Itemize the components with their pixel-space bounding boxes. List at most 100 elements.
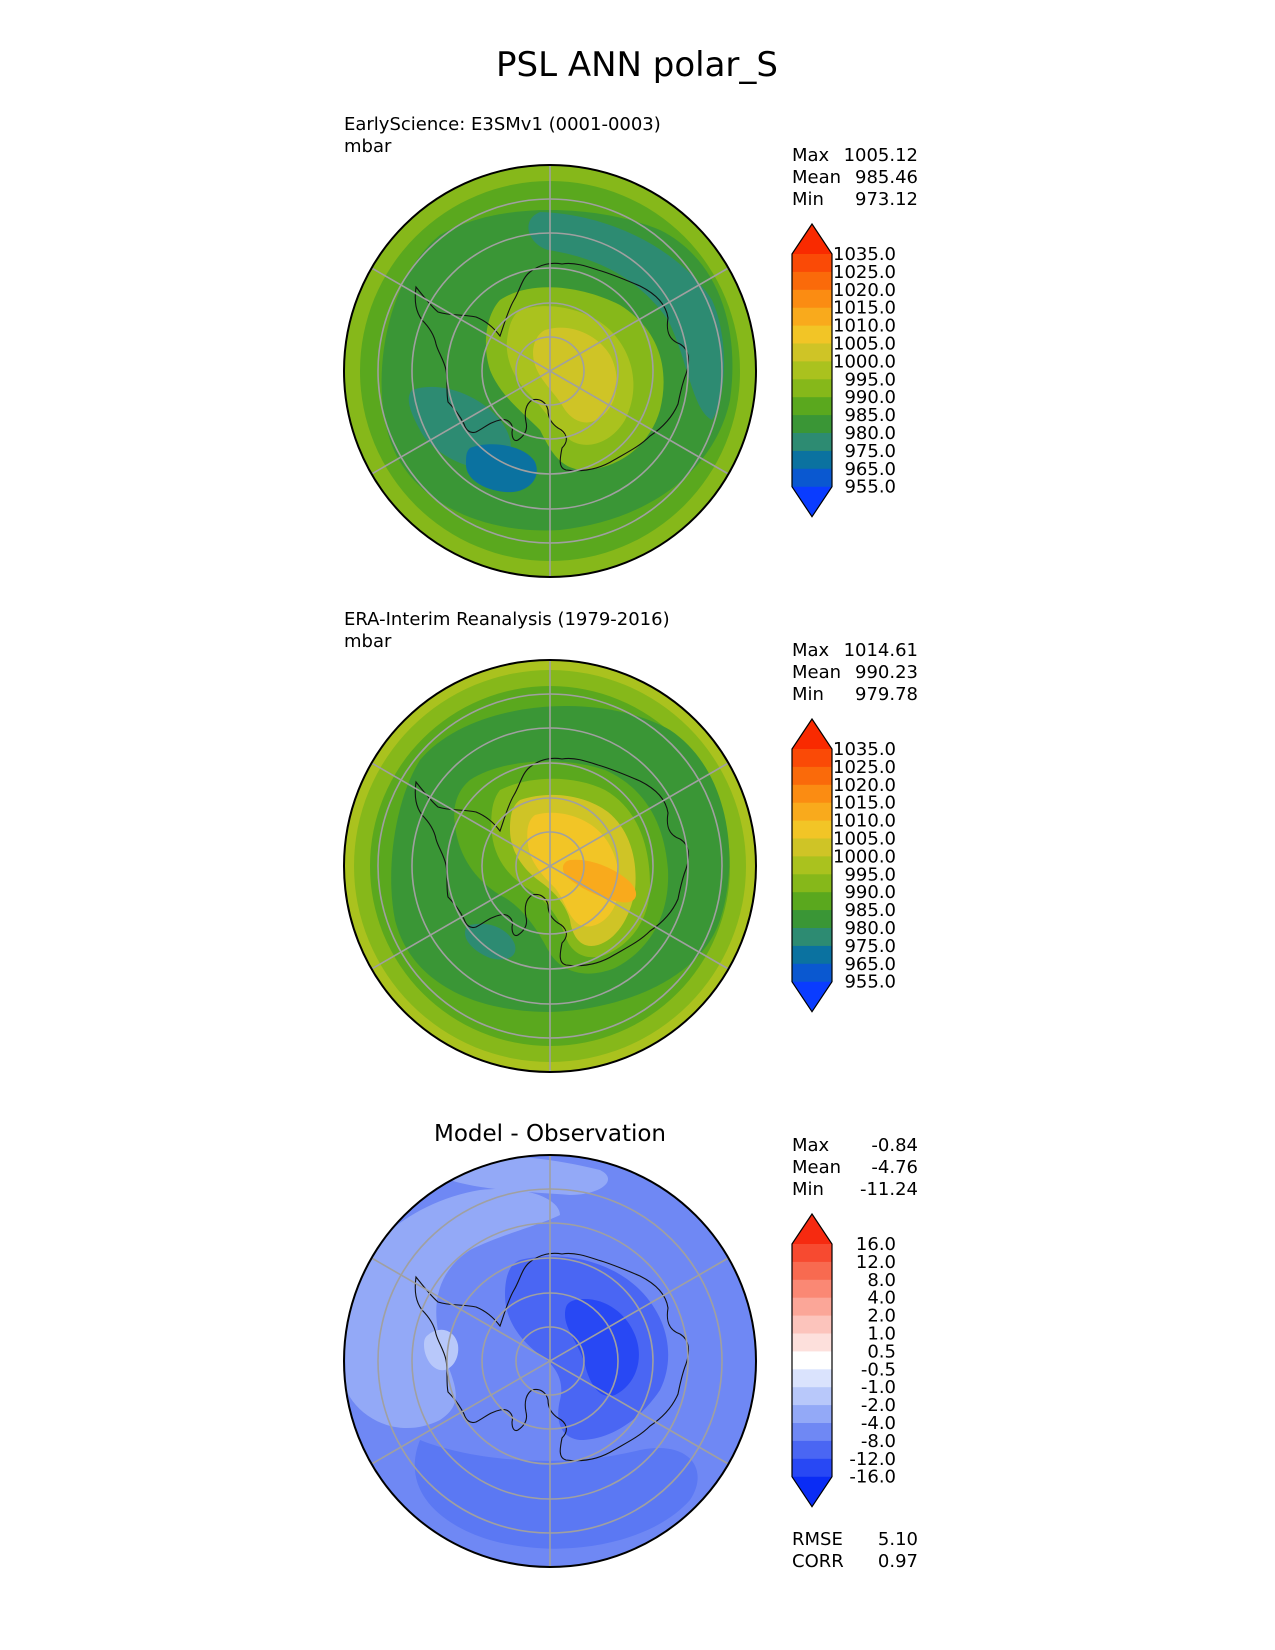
colorbar-tick-label: -4.0 [861,1413,896,1434]
stat-mean-value: 985.46 [855,167,918,188]
colorbar-tick-label: -0.5 [861,1359,896,1380]
map-observation-boundary [343,659,757,1073]
stat-mean-value: 990.23 [855,662,918,683]
colorbar-tick-label: 975.0 [844,441,896,462]
map-model [344,165,756,577]
colorbar-segment [792,1333,832,1352]
metric-corr-value: 0.97 [878,1551,918,1572]
stat-min-label: Min [792,684,824,705]
map-model-boundary [343,164,757,578]
colorbar-segment [792,749,832,768]
colorbar-segment [792,343,832,362]
stat-mean-value: -4.76 [871,1157,918,1178]
colorbar-extend-max [792,1214,832,1244]
colorbar-tick-label: 1025.0 [833,757,896,778]
stat-mean-label: Mean [792,1157,841,1178]
panel-observation: ERA-Interim Reanalysis (1979-2016) mbar … [343,609,918,1073]
colorbar-outline [791,1212,833,1508]
colorbar-tick-label: 1025.0 [833,262,896,283]
panel-observation-units: mbar [344,631,392,652]
colorbar-tick-label: 1015.0 [833,298,896,319]
stat-min-value: -11.24 [860,1179,918,1200]
map-difference-boundary [343,1154,757,1568]
colorbar-tick-label: 955.0 [844,972,896,993]
colorbar-segment [792,892,832,911]
colorbar-segment [792,361,832,380]
stat-max-value: 1014.61 [844,640,918,661]
colorbar-outline [791,222,833,518]
colorbar-extend-max [792,719,832,749]
stat-max-value: -0.84 [871,1135,918,1156]
colorbar-segment [792,271,832,291]
colorbar-segment [792,910,832,929]
colorbar-tick-label: 1005.0 [833,829,896,850]
metric-rmse-label: RMSE [792,1529,843,1550]
colorbar-segment [792,945,832,965]
colorbar-segment [792,397,832,416]
colorbar-tick-label: 1005.0 [833,334,896,355]
colorbar-tick-label: 0.5 [867,1341,896,1362]
panel-model-units: mbar [344,136,392,157]
colorbar-tick-label: 8.0 [867,1270,896,1291]
colorbar-tick-label: 975.0 [844,936,896,957]
colorbar-tick-label: 12.0 [856,1252,896,1273]
colorbar-segment [792,1351,832,1370]
colorbar-tick-label: 1035.0 [833,739,896,760]
colorbar-segment [792,415,832,434]
colorbar-tick-label: 2.0 [867,1306,896,1327]
colorbar-tick-label: -1.0 [861,1377,896,1398]
stat-max-label: Max [792,1135,830,1156]
colorbar-tick-label: 995.0 [844,864,896,885]
colorbar-tick-label: 980.0 [844,918,896,939]
colorbar-tick-label: 1020.0 [833,775,896,796]
colorbar-tick-label: 1.0 [867,1324,896,1345]
colorbar-outline [791,717,833,1013]
colorbar-segment [792,1297,832,1317]
colorbar-segment [792,1458,832,1478]
colorbar-segment [792,450,832,470]
colorbar-segment [792,254,832,273]
peak-region [562,859,637,903]
colorbar-segment [792,307,832,327]
weak-difference-region [344,1189,560,1429]
colorbar-segment [792,856,832,875]
colorbar-tick-label: 965.0 [844,459,896,480]
strongest-difference-region [565,1299,639,1396]
highest-region [533,327,617,423]
panel-difference: Model - Observation Max -0.84 Mean -4.76… [343,1121,918,1572]
colorbar-extend-max [792,224,832,254]
colorbar-tick-label: 980.0 [844,423,896,444]
colorbar-segment [792,784,832,804]
colorbar-tick-label: 1000.0 [833,351,896,372]
stat-max-value: 1005.12 [844,145,918,166]
colorbar-tick-label: 16.0 [856,1234,896,1255]
colorbar-segment [792,1440,832,1460]
stat-min-value: 979.78 [855,684,918,705]
colorbar-tick-label: 4.0 [867,1288,896,1309]
colorbar-segment [792,1369,832,1388]
colorbar-segment [792,963,832,983]
colorbar-tick-label: -2.0 [861,1395,896,1416]
colorbar-segment [792,379,832,398]
colorbar-segment [792,928,832,947]
colorbar-difference: 16.012.08.04.02.01.00.5-0.5-1.0-2.0-4.0-… [791,1212,896,1508]
colorbar-segment [792,1423,832,1442]
colorbar-segment [792,838,832,857]
colorbar-tick-label: 1010.0 [833,316,896,337]
colorbar-segment [792,1405,832,1424]
colorbar-tick-label: 985.0 [844,900,896,921]
stat-max-label: Max [792,640,830,661]
colorbar-segment [792,1261,832,1281]
colorbar-segment [792,325,832,345]
colorbar-segment [792,1315,832,1335]
colorbar-segment [792,1244,832,1263]
colorbar-segment [792,433,832,452]
colorbar-observation: 1035.01025.01020.01015.01010.01005.01000… [791,717,896,1013]
colorbar-extend-min [792,1476,832,1507]
stat-mean-label: Mean [792,167,841,188]
colorbar-segment [792,802,832,822]
colorbar-segment [792,820,832,840]
colorbar-segment [792,1279,832,1299]
colorbar-segment [792,468,832,488]
